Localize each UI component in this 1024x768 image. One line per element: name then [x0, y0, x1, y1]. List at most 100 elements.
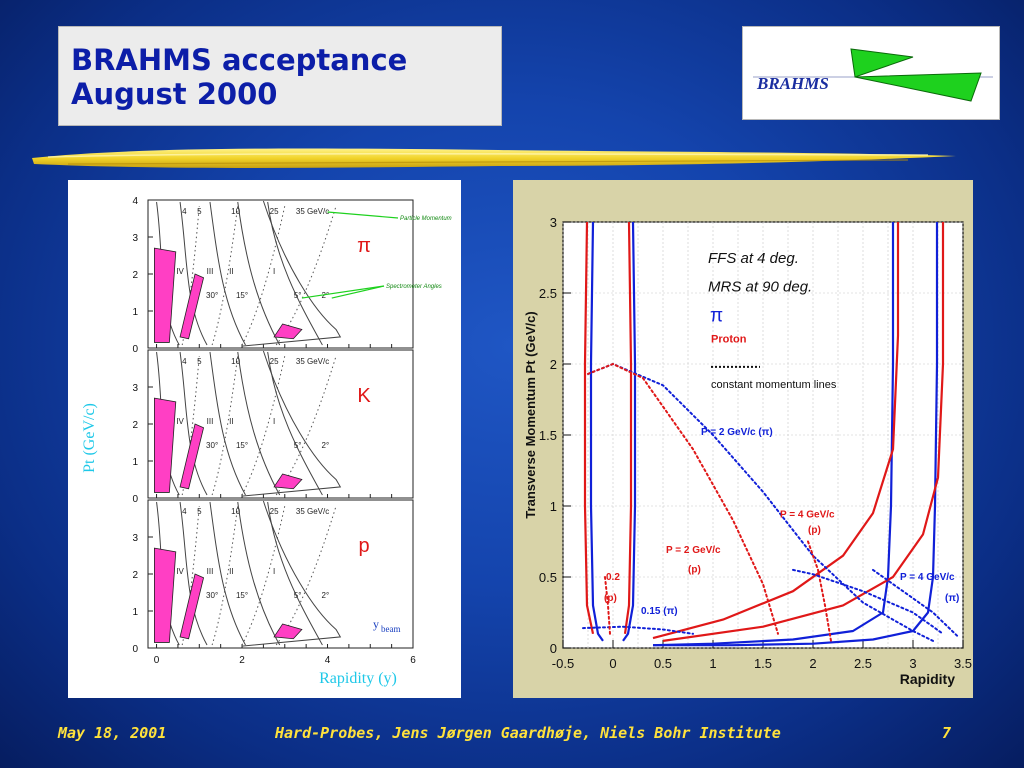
right-legend-mrs: MRS at 90 deg. — [708, 279, 812, 296]
left-particle-label: π — [357, 235, 371, 257]
left-y-tick-label: 2 — [132, 420, 138, 431]
left-acceptance-region-mrs — [154, 247, 177, 343]
left-acceptance-region-mrs — [154, 547, 177, 643]
left-setting-label: I — [273, 417, 275, 426]
left-annotation-angles: Spectrometer Angles — [386, 284, 442, 290]
left-acceptance-region-ffs — [273, 323, 303, 340]
right-constant-momentum-line — [604, 576, 611, 635]
left-setting-label: II — [229, 417, 233, 426]
left-y-tick-label: 1 — [132, 307, 138, 318]
right-legend-ffs: FFS at 4 deg. — [708, 250, 799, 267]
slide-title-line2: August 2000 — [71, 77, 278, 111]
left-acceptance-region-mrs — [154, 397, 177, 493]
left-x-tick-label: 4 — [325, 655, 331, 666]
left-momentum-label: 4 — [182, 207, 187, 216]
brahms-logo-graphic: BRAHMS — [753, 48, 993, 102]
left-x-tick-label: 6 — [410, 655, 416, 666]
right-x-tick-label: 2 — [809, 656, 816, 671]
right-label-p4p-a: P = 4 GeV/c — [780, 509, 835, 520]
left-ybeam-sub: beam — [381, 624, 401, 634]
left-acceptance-region-ffs — [273, 623, 303, 640]
left-acceptance-region-ffs — [273, 473, 303, 490]
left-angle-label: 30° — [206, 591, 218, 600]
right-series-line — [652, 222, 895, 647]
right-y-tick-label: 1 — [550, 499, 557, 514]
left-angle-curve — [211, 355, 239, 496]
right-legend-dots: constant momentum lines — [711, 379, 837, 391]
slide-title-line1: BRAHMS acceptance — [71, 43, 408, 77]
left-momentum-curve — [267, 201, 323, 346]
right-label-p2p-b: (p) — [688, 565, 701, 576]
left-y-tick-label: 0 — [132, 644, 138, 655]
right-legend-pion: π — [710, 305, 723, 326]
left-momentum-label: 4 — [182, 357, 187, 366]
left-momentum-label: 10 — [231, 207, 240, 216]
left-momentum-label: 25 — [270, 507, 279, 516]
right-series-line — [623, 221, 633, 634]
right-series-line — [622, 221, 637, 642]
left-boundary-curve — [241, 350, 342, 497]
left-angle-curve — [241, 355, 286, 496]
footer-page-number: 7 — [942, 724, 952, 742]
right-y-tick-label: 2 — [550, 357, 557, 372]
left-angle-label: 5° — [294, 441, 302, 450]
left-momentum-curve — [237, 351, 281, 496]
right-series-line — [583, 221, 595, 635]
left-angle-label: 30° — [206, 291, 218, 300]
right-y-tick-label: 0 — [550, 641, 557, 656]
left-boundary-curve — [241, 500, 342, 647]
left-momentum-label: 4 — [182, 507, 187, 516]
left-y-tick-label: 1 — [132, 607, 138, 618]
left-x-axis-title: Rapidity (y) — [319, 670, 397, 687]
right-label-p4p-b: (p) — [808, 525, 821, 536]
right-constant-momentum-line — [807, 540, 832, 642]
left-y-tick-label: 3 — [132, 233, 138, 244]
left-y-tick-label: 0 — [132, 494, 138, 505]
left-angle-label: 2° — [322, 291, 330, 300]
footer-talk: Hard-Probes, Jens Jørgen Gaardhøje, Niel… — [275, 724, 781, 742]
left-momentum-curve — [179, 201, 208, 346]
footer-date: May 18, 2001 — [58, 724, 167, 742]
left-angle-curve — [211, 205, 239, 346]
right-x-tick-label: 1.5 — [754, 656, 772, 671]
right-x-tick-label: -0.5 — [552, 656, 574, 671]
right-constant-momentum-line — [582, 625, 694, 635]
right-series-line — [662, 222, 945, 642]
left-boundary-curve — [241, 200, 342, 347]
left-annotation-momentum: Particle Momentum — [400, 216, 452, 222]
left-x-tick-label: 2 — [239, 655, 245, 666]
brahms-logo: BRAHMS — [742, 26, 1000, 120]
left-y-tick-label: 2 — [132, 270, 138, 281]
logo-text: BRAHMS — [756, 74, 829, 93]
right-y-tick-label: 2.5 — [539, 286, 557, 301]
left-momentum-curve — [267, 351, 323, 496]
left-angle-label: 5° — [294, 291, 302, 300]
right-label-p4pi-a: P = 4 GeV/c — [900, 572, 955, 583]
left-angle-label: 5° — [294, 591, 302, 600]
right-x-tick-label: 0 — [609, 656, 616, 671]
right-pt-rapidity-chart: -0.5 0 0.5 1 1.5 2 2.5 3 3.5 0 0.5 1 1.5 2 2.5 3 Rapidit… — [513, 180, 973, 698]
left-momentum-curve — [209, 351, 246, 496]
left-annotation-arrow — [331, 285, 385, 299]
left-momentum-curve — [209, 201, 246, 346]
left-momentum-label: 25 — [270, 207, 279, 216]
left-acceptance-region-mid — [179, 273, 205, 340]
right-constant-momentum-line — [872, 568, 959, 638]
left-setting-label: III — [207, 267, 214, 276]
right-label-p4pi-b: (π) — [945, 593, 959, 604]
left-setting-label: II — [229, 567, 233, 576]
left-angle-curve — [241, 505, 286, 646]
left-setting-label: IV — [176, 567, 184, 576]
left-y-tick-label: 1 — [132, 457, 138, 468]
left-annotation-arrow — [327, 211, 399, 219]
right-legend-proton: Proton — [711, 334, 747, 346]
right-x-tick-label: 3 — [909, 656, 916, 671]
logo-wedge-top — [850, 48, 914, 78]
left-acceptance-region-mid — [179, 423, 205, 490]
left-particle-label: p — [358, 535, 369, 557]
left-ybeam-label: y — [373, 617, 379, 631]
left-angle-curve — [275, 355, 337, 496]
right-series-line — [653, 222, 939, 647]
left-setting-label: I — [273, 567, 275, 576]
